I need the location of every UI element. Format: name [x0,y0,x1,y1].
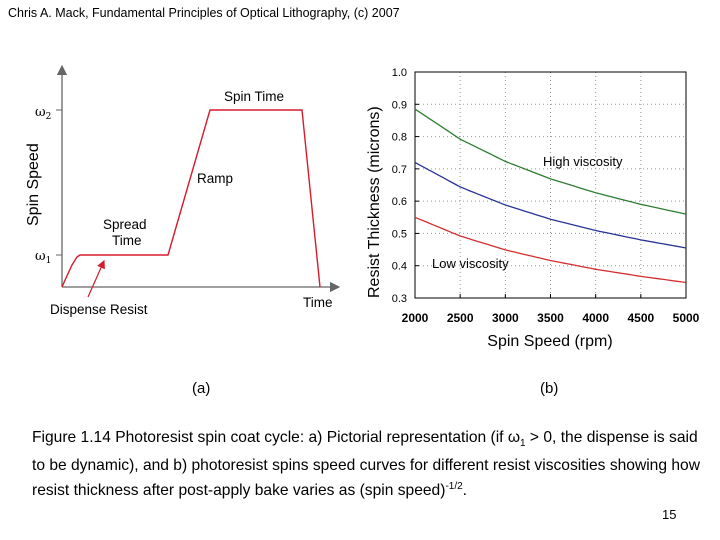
y-tick-label: 0.5 [392,228,407,240]
caption-part1: Figure 1.14 Photoresist spin coat cycle:… [32,429,508,446]
y-tick-label: 0.4 [392,261,407,273]
caption-omega-sub: 1 [520,438,526,450]
header-citation: Chris A. Mack, Fundamental Principles of… [8,6,400,20]
high-viscosity-annotation: High viscosity [543,154,623,169]
panel-a-label: (a) [192,380,211,397]
panel-b-label: (b) [540,380,559,397]
y-tick-label: 0.8 [392,132,407,144]
caption-omega: ω [507,429,521,446]
dispense-arrow [87,259,105,298]
dispense-resist-label: Dispense Resist [50,302,148,317]
x-axis-label: Time [303,295,333,310]
x-tick-label: 5000 [673,311,700,325]
x-tick-label: 3500 [537,311,564,325]
x-tick-label: 2500 [447,311,474,325]
chart-xlabel: Spin Speed (rpm) [487,333,612,350]
x-tick-label: 4000 [582,311,609,325]
y-tick-label: 1.0 [392,67,407,79]
chart-series [414,108,687,284]
spread-time-label-1: Spread [103,217,147,232]
spin-cycle-diagram: Spin Speed ω2 ω1 Spin Time Ramp Spread T… [25,64,341,317]
series-line-0 [414,108,687,215]
x-tick-label: 4500 [627,311,654,325]
omega2-label: ω2 [35,105,51,122]
caption-part2: > 0, the dispense is said to be dynamic)… [32,429,700,500]
y-axis-label: Spin Speed [25,143,42,226]
caption-exponent: -1/2 [445,481,463,493]
low-viscosity-annotation: Low viscosity [432,256,509,271]
spin-cycle-curve [61,109,321,288]
ramp-label: Ramp [197,171,233,186]
figure-caption: Figure 1.14 Photoresist spin coat cycle:… [32,427,700,502]
ramp-dashed-guide [167,109,211,256]
spread-time-label-2: Time [112,233,142,248]
thickness-chart: 2000 2500 3000 3500 4000 4500 5000 0.3 0.4 0.5 0.6… [366,67,700,350]
page-number: 15 [662,507,677,522]
series-line-2 [414,216,687,284]
y-tick-label: 0.9 [392,99,407,111]
caption-end: . [462,482,468,500]
y-tick-label: 0.7 [392,164,407,176]
x-tick-label: 3000 [492,311,519,325]
chart-ylabel: Resist Thickness (microns) [366,106,383,298]
spin-time-label: Spin Time [224,89,284,104]
omega1-label: ω1 [35,249,51,266]
series-line-1 [414,161,687,249]
y-tick-label: 0.6 [392,196,407,208]
chart-ticks: 2000 2500 3000 3500 4000 4500 5000 0.3 0.4 0.5 0.6… [392,67,700,325]
y-tick-label: 0.3 [392,293,407,305]
x-tick-label: 2000 [402,311,429,325]
